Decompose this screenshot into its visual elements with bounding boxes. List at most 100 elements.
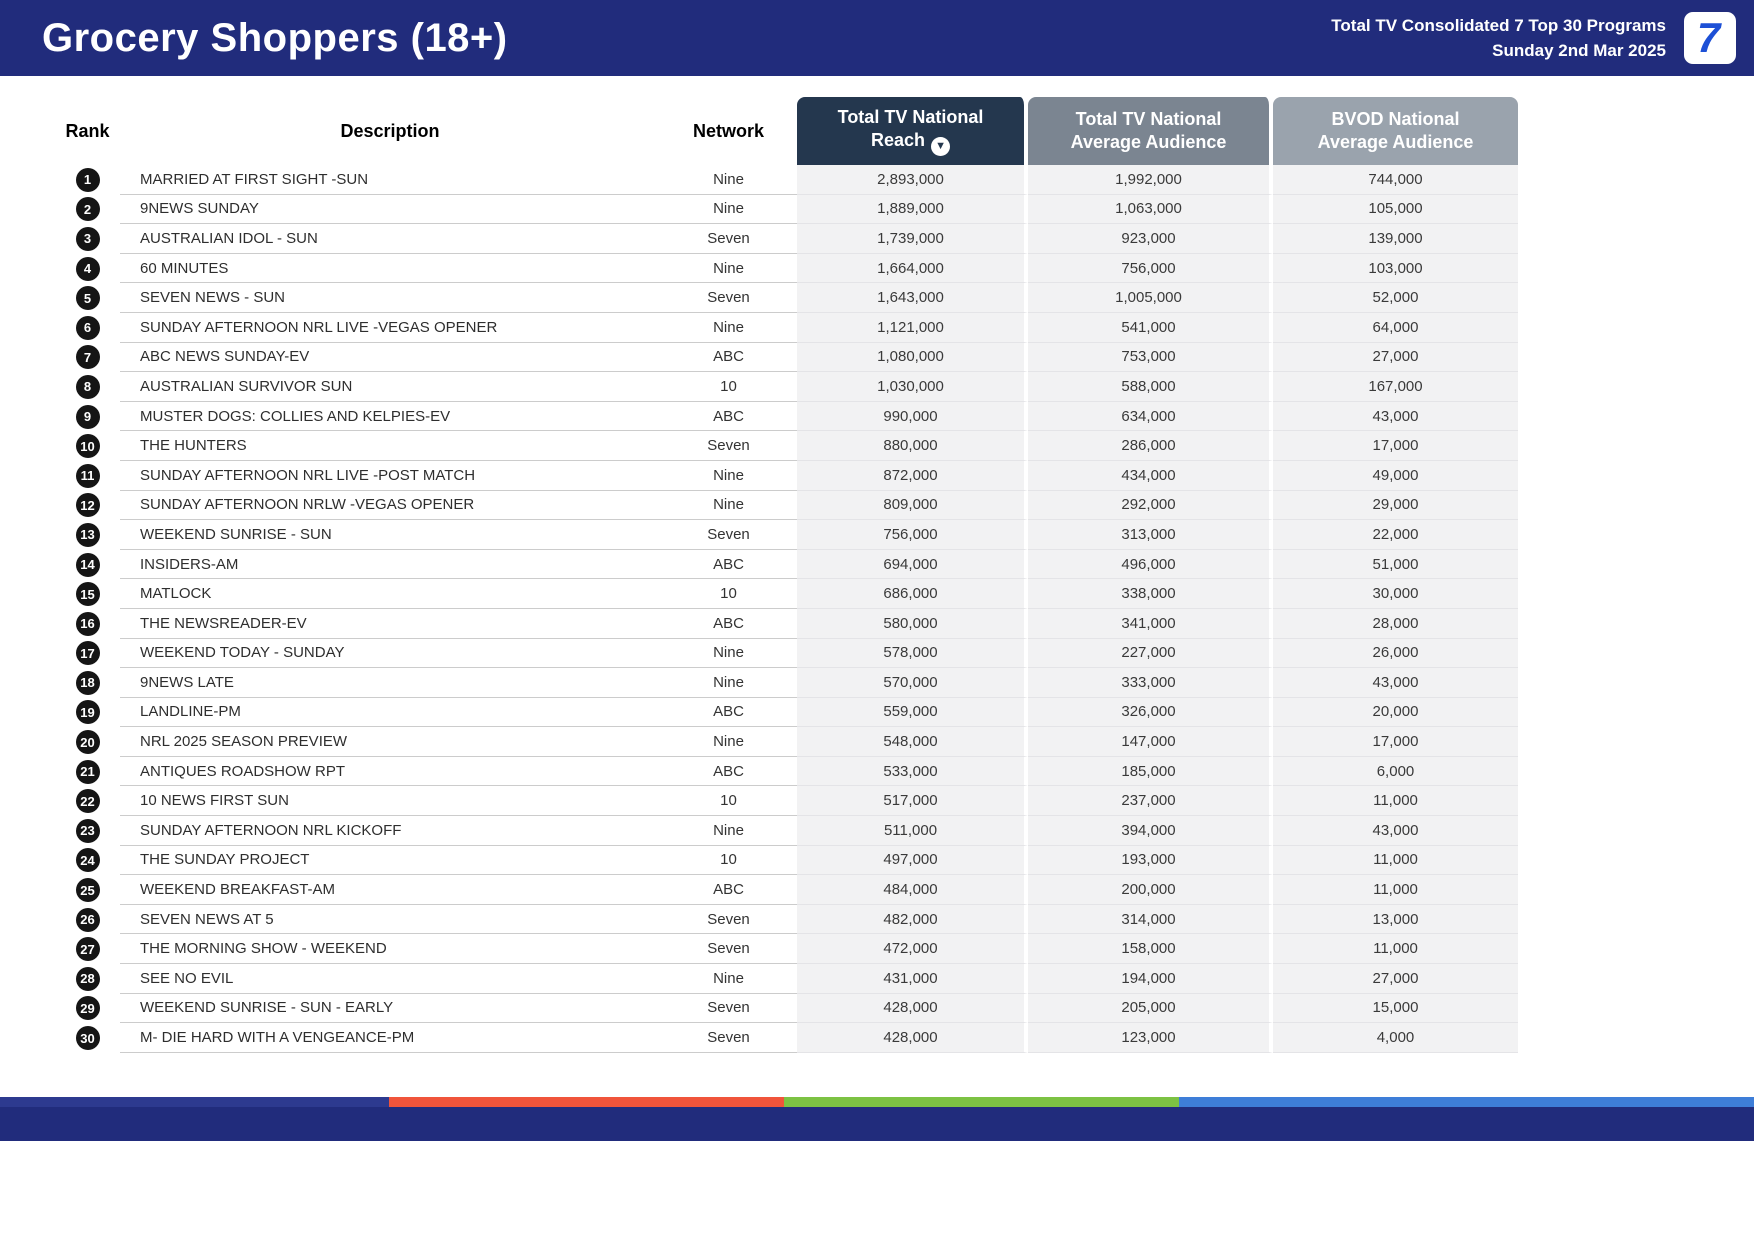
- rank-cell: 15: [55, 579, 120, 609]
- network-cell: Nine: [660, 639, 797, 669]
- avg-audience-cell: 158,000: [1028, 934, 1273, 965]
- rank-cell: 28: [55, 964, 120, 994]
- rank-cell: 29: [55, 994, 120, 1024]
- avg-audience-cell: 753,000: [1028, 342, 1273, 373]
- table-row: 25 WEEKEND BREAKFAST-AM ABC 484,000 200,000 1…: [55, 875, 1526, 905]
- rank-cell: 13: [55, 520, 120, 550]
- network-cell: Nine: [660, 165, 797, 195]
- table-row: 3 AUSTRALIAN IDOL - SUN Seven 1,739,000 923,…: [55, 224, 1526, 254]
- network-cell: ABC: [660, 343, 797, 373]
- table-row: 29 WEEKEND SUNRISE - SUN - EARLY Seven 428,…: [55, 993, 1526, 1024]
- column-header-bvod-average-audience[interactable]: BVOD National Average Audience: [1273, 97, 1518, 165]
- bvod-audience-cell: 64,000: [1273, 312, 1518, 343]
- avg-audience-cell: 923,000: [1028, 224, 1273, 254]
- avg-audience-cell: 341,000: [1028, 608, 1273, 639]
- table-row: 4 60 MINUTES Nine 1,664,000 756,000 103,000: [55, 253, 1526, 284]
- network-cell: Nine: [660, 491, 797, 521]
- description-cell: 60 MINUTES: [120, 254, 660, 284]
- reach-cell: 517,000: [797, 786, 1028, 817]
- table-row: 12 SUNDAY AFTERNOON NRLW -VEGAS OPENER Nin…: [55, 490, 1526, 521]
- network-cell: 10: [660, 372, 797, 402]
- bvod-audience-cell: 744,000: [1273, 165, 1518, 195]
- table-row: 19 LANDLINE-PM ABC 559,000 326,000 20,000: [55, 697, 1526, 728]
- rank-cell: 14: [55, 550, 120, 580]
- bvod-audience-cell: 52,000: [1273, 283, 1518, 313]
- description-cell: WEEKEND BREAKFAST-AM: [120, 875, 660, 905]
- description-cell: MARRIED AT FIRST SIGHT -SUN: [120, 165, 660, 195]
- rank-cell: 9: [55, 402, 120, 432]
- description-cell: MUSTER DOGS: COLLIES AND KELPIES-EV: [120, 402, 660, 432]
- rank-cell: 23: [55, 816, 120, 846]
- avg-audience-cell: 205,000: [1028, 993, 1273, 1024]
- rank-badge: 7: [75, 345, 100, 370]
- reach-cell: 511,000: [797, 816, 1028, 846]
- seven-logo-glyph: 7: [1696, 14, 1721, 61]
- avg-audience-cell: 227,000: [1028, 638, 1273, 669]
- table-row: 7 ABC NEWS SUNDAY-EV ABC 1,080,000 753,000 27…: [55, 342, 1526, 373]
- rank-badge: 15: [75, 582, 100, 607]
- bvod-audience-cell: 49,000: [1273, 460, 1518, 491]
- rank-badge: 30: [75, 1026, 100, 1051]
- reach-cell: 580,000: [797, 608, 1028, 639]
- rank-cell: 22: [55, 786, 120, 816]
- avg-audience-cell: 394,000: [1028, 816, 1273, 846]
- network-cell: Seven: [660, 431, 797, 461]
- bvod-audience-cell: 28,000: [1273, 608, 1518, 639]
- rank-badge: 5: [75, 286, 100, 311]
- description-cell: SUNDAY AFTERNOON NRL KICKOFF: [120, 816, 660, 846]
- avg-audience-cell: 1,063,000: [1028, 194, 1273, 225]
- bvod-audience-cell: 4,000: [1273, 1023, 1518, 1053]
- rank-badge: 9: [75, 404, 100, 429]
- rank-cell: 1: [55, 165, 120, 195]
- bvod-audience-cell: 29,000: [1273, 490, 1518, 521]
- column-header-rank: Rank: [65, 120, 110, 141]
- avg-audience-cell: 326,000: [1028, 697, 1273, 728]
- rank-badge: 6: [75, 315, 100, 340]
- top-30-programs-table: Rank Description Network Total TV Nation…: [55, 97, 1526, 1053]
- rank-badge: 28: [75, 966, 100, 991]
- network-cell: ABC: [660, 609, 797, 639]
- column-header-total-tv-average-audience[interactable]: Total TV National Average Audience: [1028, 97, 1273, 165]
- description-cell: INSIDERS-AM: [120, 550, 660, 580]
- avg-audience-cell: 496,000: [1028, 549, 1273, 580]
- network-cell: ABC: [660, 402, 797, 432]
- rank-cell: 27: [55, 934, 120, 964]
- table-row: 26 SEVEN NEWS AT 5 Seven 482,000 314,000 13,0…: [55, 904, 1526, 935]
- description-cell: THE MORNING SHOW - WEEKEND: [120, 934, 660, 965]
- reach-cell: 533,000: [797, 756, 1028, 787]
- rank-cell: 3: [55, 224, 120, 254]
- network-cell: Nine: [660, 313, 797, 343]
- report-subtitle-line1: Total TV Consolidated 7 Top 30 Programs: [1331, 16, 1666, 35]
- avg-audience-cell: 147,000: [1028, 727, 1273, 757]
- rank-cell: 19: [55, 698, 120, 728]
- column-header-total-tv-reach[interactable]: Total TV National Reach ▼: [797, 97, 1028, 165]
- avg-audience-cell: 1,005,000: [1028, 283, 1273, 313]
- rank-badge: 19: [75, 700, 100, 725]
- reach-cell: 1,664,000: [797, 253, 1028, 284]
- rank-cell: 24: [55, 846, 120, 876]
- page-title: Grocery Shoppers (18+): [42, 15, 508, 60]
- table-row: 23 SUNDAY AFTERNOON NRL KICKOFF Nine 511,00…: [55, 816, 1526, 846]
- seven-network-logo: 7: [1684, 12, 1736, 64]
- description-cell: WEEKEND SUNRISE - SUN - EARLY: [120, 994, 660, 1024]
- description-cell: AUSTRALIAN SURVIVOR SUN: [120, 372, 660, 402]
- reach-cell: 559,000: [797, 697, 1028, 728]
- rank-badge: 13: [75, 522, 100, 547]
- avg-audience-cell: 313,000: [1028, 520, 1273, 550]
- bvod-audience-cell: 15,000: [1273, 993, 1518, 1024]
- avg-audience-cell: 434,000: [1028, 460, 1273, 491]
- reach-cell: 497,000: [797, 845, 1028, 876]
- table-row: 27 THE MORNING SHOW - WEEKEND Seven 472,000…: [55, 934, 1526, 965]
- description-cell: LANDLINE-PM: [120, 698, 660, 728]
- rank-badge: 14: [75, 552, 100, 577]
- rank-badge: 1: [75, 167, 100, 192]
- description-cell: SEVEN NEWS AT 5: [120, 905, 660, 935]
- rank-badge: 18: [75, 670, 100, 695]
- bvod-audience-cell: 17,000: [1273, 727, 1518, 757]
- network-cell: Seven: [660, 1023, 797, 1053]
- description-cell: SUNDAY AFTERNOON NRL LIVE -VEGAS OPENER: [120, 313, 660, 343]
- avg-audience-cell: 333,000: [1028, 668, 1273, 698]
- table-row: 21 ANTIQUES ROADSHOW RPT ABC 533,000 185,000…: [55, 756, 1526, 787]
- rank-cell: 10: [55, 431, 120, 461]
- footer-stripe-segment: [1178, 1097, 1754, 1107]
